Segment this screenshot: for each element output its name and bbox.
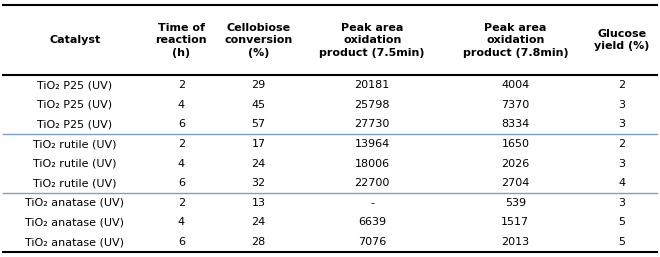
Text: 2: 2 [618,80,626,90]
Text: 28: 28 [251,237,265,247]
Text: 18006: 18006 [354,159,390,169]
Text: 25798: 25798 [354,100,390,110]
Text: Cellobiose
conversion
(%): Cellobiose conversion (%) [224,23,292,58]
Text: 539: 539 [505,198,526,208]
Text: Peak area
oxidation
product (7.8min): Peak area oxidation product (7.8min) [463,23,568,58]
Text: 57: 57 [251,120,265,130]
Text: 4: 4 [178,100,185,110]
Text: 7370: 7370 [501,100,529,110]
Text: TiO₂ rutile (UV): TiO₂ rutile (UV) [33,159,117,169]
Text: 1517: 1517 [502,217,529,227]
Text: 27730: 27730 [354,120,390,130]
Text: 32: 32 [251,178,265,188]
Text: TiO₂ anatase (UV): TiO₂ anatase (UV) [25,198,124,208]
Text: 6: 6 [178,237,185,247]
Text: 4004: 4004 [501,80,529,90]
Text: 2: 2 [178,198,185,208]
Text: 2013: 2013 [502,237,529,247]
Text: Time of
reaction
(h): Time of reaction (h) [156,23,207,58]
Text: 24: 24 [251,217,265,227]
Text: 2: 2 [618,139,626,149]
Text: 5: 5 [618,217,625,227]
Text: 29: 29 [251,80,265,90]
Text: 2026: 2026 [501,159,529,169]
Text: 3: 3 [618,198,625,208]
Text: 3: 3 [618,120,625,130]
Text: 2704: 2704 [501,178,529,188]
Text: -: - [370,198,374,208]
Text: TiO₂ anatase (UV): TiO₂ anatase (UV) [25,217,124,227]
Text: 2: 2 [178,80,185,90]
Text: TiO₂ P25 (UV): TiO₂ P25 (UV) [38,120,112,130]
Text: 24: 24 [251,159,265,169]
Text: 13964: 13964 [354,139,390,149]
Text: 45: 45 [251,100,265,110]
Text: 20181: 20181 [354,80,390,90]
Text: 6: 6 [178,120,185,130]
Text: 6: 6 [178,178,185,188]
Text: TiO₂ rutile (UV): TiO₂ rutile (UV) [33,178,117,188]
Text: 3: 3 [618,100,625,110]
Text: 6639: 6639 [358,217,386,227]
Text: 13: 13 [251,198,265,208]
Text: Catalyst: Catalyst [50,35,100,45]
Text: 3: 3 [618,159,625,169]
Text: 7076: 7076 [358,237,386,247]
Text: 8334: 8334 [501,120,529,130]
Text: 4: 4 [178,217,185,227]
Text: 1650: 1650 [502,139,529,149]
Text: Peak area
oxidation
product (7.5min): Peak area oxidation product (7.5min) [319,23,425,58]
Text: TiO₂ P25 (UV): TiO₂ P25 (UV) [38,80,112,90]
Text: Glucose
yield (%): Glucose yield (%) [594,29,649,51]
Text: 4: 4 [618,178,626,188]
Text: 2: 2 [178,139,185,149]
Text: TiO₂ anatase (UV): TiO₂ anatase (UV) [25,237,124,247]
Text: TiO₂ P25 (UV): TiO₂ P25 (UV) [38,100,112,110]
Text: TiO₂ rutile (UV): TiO₂ rutile (UV) [33,139,117,149]
Text: 17: 17 [251,139,265,149]
Text: 5: 5 [618,237,625,247]
Text: 4: 4 [178,159,185,169]
Text: 22700: 22700 [354,178,390,188]
